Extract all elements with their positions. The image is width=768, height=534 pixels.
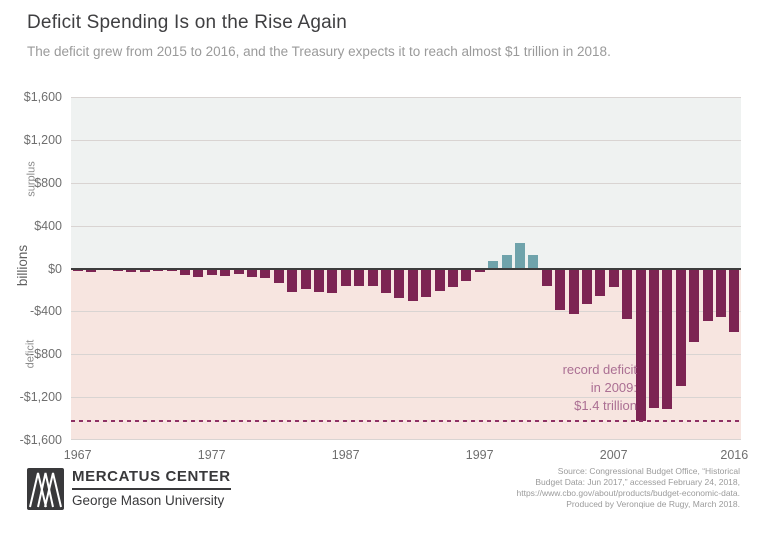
gridline: [71, 354, 741, 356]
bar-2001-surplus: [528, 254, 539, 269]
bar-1980-deficit: [246, 269, 257, 278]
logo-text: MERCATUS CENTER George Mason University: [72, 468, 231, 508]
logo-subtitle: George Mason University: [72, 493, 225, 508]
bar-1988-deficit: [354, 269, 365, 287]
gridline: [71, 311, 741, 313]
y-tick-label: $0: [48, 261, 62, 276]
bar-2011-deficit: [662, 269, 673, 409]
bar-1967-deficit: [72, 269, 83, 271]
bar-1997-deficit: [474, 269, 485, 272]
y-tick-label: $800: [34, 175, 62, 190]
source-line: Produced by Veronqiue de Rugy, March 201…: [566, 499, 740, 509]
bar-1995-deficit: [447, 269, 458, 288]
bar-1996-deficit: [461, 269, 472, 281]
x-tick-label: 2007: [599, 448, 628, 462]
y-tick-label: $1,600: [23, 90, 62, 104]
x-tick-label: 2016: [720, 448, 749, 462]
bar-1991-deficit: [394, 269, 405, 299]
y-tick-label: -$400: [30, 304, 62, 319]
bar-2013-deficit: [689, 269, 700, 343]
chart-title: Deficit Spending Is on the Rise Again: [27, 12, 348, 33]
bar-1989-deficit: [367, 269, 378, 286]
bar-1977-deficit: [206, 269, 217, 276]
bar-1975-deficit: [179, 269, 190, 276]
source-line: Budget Data: Jun 2017,” accessed Februar…: [535, 477, 740, 487]
record-deficit-annotation: record deficit in 2009: $1.4 trillion: [563, 361, 637, 415]
gridline: [71, 182, 741, 184]
bar-1973-deficit: [153, 269, 164, 272]
record-deficit-dashed-line: [71, 419, 741, 422]
bar-2000-surplus: [514, 243, 525, 269]
gridline: [71, 97, 741, 98]
bar-2009-deficit: [635, 269, 646, 421]
x-tick-label: 1987: [331, 448, 360, 462]
source-attribution: Source: Congressional Budget Office, “Hi…: [517, 466, 741, 510]
bar-2016-deficit: [729, 269, 740, 333]
bar-2007-deficit: [608, 269, 619, 287]
bar-1982-deficit: [273, 269, 284, 284]
bar-2003-deficit: [555, 269, 566, 310]
gridline: [71, 225, 741, 227]
source-line: Source: Congressional Budget Office, “Hi…: [557, 466, 740, 476]
bar-2012-deficit: [675, 269, 686, 386]
x-tick-label: 1997: [465, 448, 494, 462]
bar-1986-deficit: [327, 269, 338, 294]
bar-1998-surplus: [488, 261, 499, 269]
bar-2006-deficit: [595, 269, 606, 297]
bar-2014-deficit: [702, 269, 713, 322]
x-tick-label: 1977: [197, 448, 226, 462]
bar-1987-deficit: [340, 269, 351, 286]
bar-1971-deficit: [126, 269, 137, 272]
bar-1984-deficit: [300, 269, 311, 290]
source-line: https://www.cbo.gov/about/products/budge…: [516, 488, 741, 498]
bar-2008-deficit: [622, 269, 633, 319]
bar-1978-deficit: [220, 269, 231, 276]
bar-2015-deficit: [715, 269, 726, 317]
gridline: [71, 139, 741, 141]
annotation-line: record deficit: [562, 362, 637, 377]
chart-subtitle: The deficit grew from 2015 to 2016, and …: [27, 44, 611, 59]
y-tick-label: -$800: [30, 347, 62, 362]
bar-1979-deficit: [233, 269, 244, 274]
bar-1976-deficit: [193, 269, 204, 278]
logo-title: MERCATUS CENTER: [72, 468, 231, 490]
annotation-line: $1.4 trillion: [574, 398, 637, 413]
bar-1974-deficit: [166, 269, 177, 271]
bar-1993-deficit: [421, 269, 432, 297]
y-tick-label: $400: [34, 218, 62, 233]
bar-1970-deficit: [112, 269, 123, 271]
gridline: [71, 397, 741, 399]
y-tick-label: $1,200: [23, 132, 62, 147]
plot-area: record deficit in 2009: $1.4 trillion: [71, 97, 741, 440]
bar-1999-surplus: [501, 255, 512, 269]
x-tick-label: 1967: [63, 448, 92, 462]
annotation-line: in 2009:: [590, 380, 637, 395]
bar-1972-deficit: [139, 269, 150, 272]
y-tick-label: -$1,200: [19, 390, 62, 405]
zero-axis-line: [71, 267, 741, 270]
bar-2005-deficit: [581, 269, 592, 304]
bar-1983-deficit: [287, 269, 298, 292]
bar-2004-deficit: [568, 269, 579, 314]
mercatus-logo: MERCATUS CENTER George Mason University: [27, 468, 231, 510]
gridline: [71, 439, 741, 440]
bar-1990-deficit: [380, 269, 391, 294]
bar-2002-deficit: [541, 269, 552, 287]
mercatus-logo-icon: [27, 468, 64, 510]
bar-2010-deficit: [648, 269, 659, 409]
y-tick-label: -$1,600: [19, 433, 62, 447]
bar-1992-deficit: [407, 269, 418, 301]
bar-1968-deficit: [86, 269, 97, 273]
bar-1994-deficit: [434, 269, 445, 292]
bar-1981-deficit: [260, 269, 271, 278]
bar-1985-deficit: [313, 269, 324, 293]
